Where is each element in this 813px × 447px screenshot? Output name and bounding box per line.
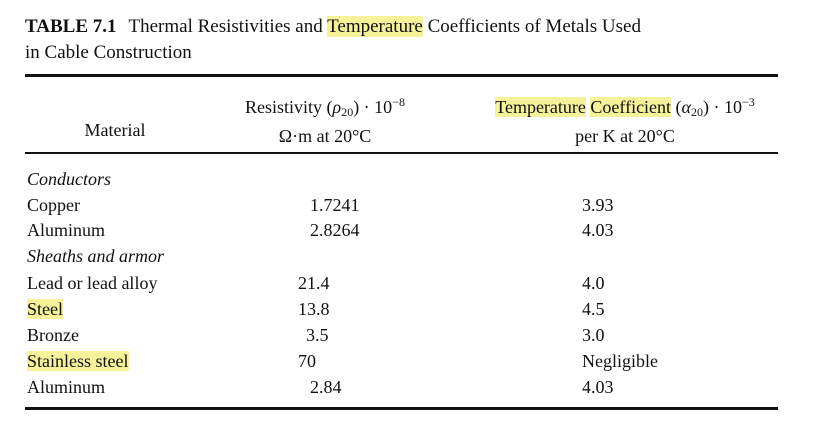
caption-line2: in Cable Construction — [25, 42, 192, 63]
row-material: Bronze — [27, 325, 79, 345]
row-resistivity: 1.7241 — [310, 195, 360, 215]
row-material: Aluminum — [27, 377, 106, 397]
table-label: TABLE 7.1 — [25, 16, 117, 37]
row-material: Stainless steel — [27, 350, 129, 372]
row-coef: 3.0 — [582, 325, 605, 345]
hdr-text: ) · 10 — [703, 97, 742, 117]
hdr-exp: −3 — [742, 95, 755, 109]
row-coef: 4.03 — [582, 220, 614, 240]
table-caption: TABLE 7.1 Thermal Resistivities and Tempe… — [25, 14, 641, 66]
row-resistivity: 70 — [298, 351, 316, 371]
hdr-text: ( — [671, 97, 682, 117]
row-coef: 4.03 — [582, 377, 614, 397]
row-coef: 4.5 — [582, 299, 605, 319]
caption-highlight: Temperature — [327, 16, 423, 37]
hdr-exp: −8 — [392, 95, 405, 109]
hdr-text: ) · 10 — [353, 97, 393, 117]
hdr-sub: 20 — [341, 105, 354, 119]
row-resistivity: 2.84 — [310, 377, 342, 397]
group-label: Sheaths and armor — [27, 246, 165, 266]
row-material: Copper — [27, 195, 80, 215]
hdr-unit: Ω·m at 20°C — [278, 126, 372, 146]
bottom-rule — [25, 407, 778, 410]
header-temp-coef: Temperature Coefficient (α20) · 10−3 per… — [465, 90, 785, 148]
row-material: Steel — [27, 298, 63, 320]
row-material: Aluminum — [27, 220, 106, 240]
row-resistivity: 13.8 — [298, 299, 330, 319]
header-rule — [25, 152, 778, 154]
caption-text: Thermal Resistivities and — [128, 16, 328, 37]
hdr-text: Resistivity ( — [245, 97, 333, 117]
caption-text-after: Coefficients of Metals Used — [422, 16, 641, 37]
row-resistivity: 2.8264 — [310, 220, 360, 240]
hdr-highlight: Temperature — [495, 97, 586, 117]
alpha-symbol: α — [681, 97, 691, 117]
row-material-highlight: Steel — [27, 299, 63, 319]
row-coef: 3.93 — [582, 195, 614, 215]
hdr-unit: per K at 20°C — [575, 126, 675, 146]
hdr-sub: 20 — [691, 105, 703, 119]
header-material: Material — [84, 120, 146, 140]
row-material: Lead or lead alloy — [27, 273, 158, 293]
header-resistivity: Resistivity (ρ20) · 10−8 Ω·m at 20°C — [225, 90, 425, 148]
group-label: Conductors — [27, 169, 112, 189]
row-resistivity: 3.5 — [306, 325, 329, 345]
row-resistivity: 21.4 — [298, 273, 330, 293]
hdr-highlight: Coefficient — [590, 97, 672, 117]
top-rule — [25, 74, 778, 77]
row-material-highlight: Stainless steel — [27, 351, 129, 371]
row-coef: 4.0 — [582, 273, 605, 293]
row-coef: Negligible — [582, 351, 658, 371]
rho-symbol: ρ — [332, 97, 342, 117]
